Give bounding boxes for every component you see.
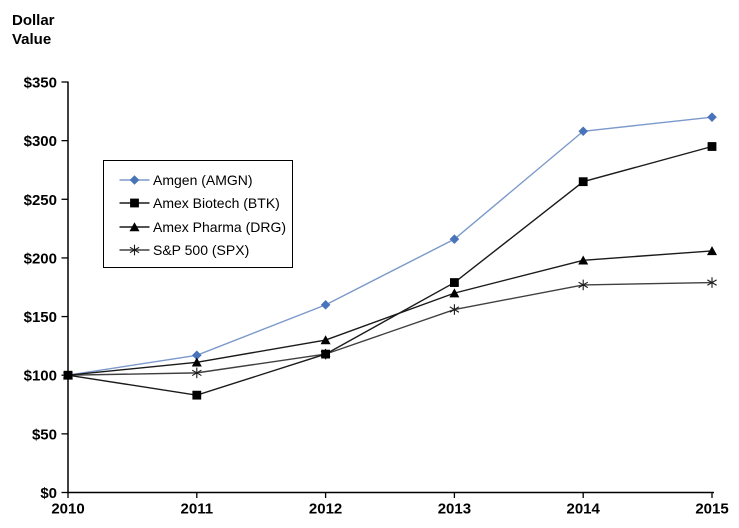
amgen-diamond-marker-icon [119, 175, 150, 185]
y-axis-title-line1: Dollar [12, 12, 55, 29]
data-point-btk [63, 370, 73, 380]
amex-pharma-triangle-marker-icon [119, 221, 150, 231]
data-point-spx [707, 277, 717, 288]
legend-item-amex-pharma: Amex Pharma (DRG) [119, 219, 292, 235]
legend-label-amex-pharma: Amex Pharma (DRG) [153, 218, 287, 235]
data-point-drg [320, 335, 331, 345]
y-tick-label: $200 [24, 250, 57, 267]
asterisk-spoke [191, 369, 202, 377]
legend-label-amex-biotech: Amex Biotech (BTK) [153, 195, 280, 212]
asterisk-spoke [707, 279, 717, 286]
legend-item-sp500: S&P 500 (SPX) [119, 242, 292, 258]
legend-marker-btk [130, 198, 139, 208]
legend-marker-drg [129, 221, 140, 231]
data-point-drg [707, 246, 717, 256]
series-line-amgn [67, 116, 713, 376]
data-point-amgn [578, 126, 588, 137]
data-point-btk [321, 349, 330, 359]
x-tick-label: 2010 [51, 501, 84, 518]
y-tick-label: $100 [24, 368, 57, 385]
x-tick-label: 2015 [695, 501, 728, 518]
asterisk-spoke [129, 246, 140, 253]
data-point-amgn [192, 350, 202, 361]
legend-marker-spx [129, 244, 140, 256]
legend-item-amgen: Amgen (AMGN) [119, 172, 292, 188]
series-line-spx [67, 281, 713, 376]
y-tick-label: $150 [24, 309, 57, 326]
data-point-drg [578, 255, 589, 265]
data-point-btk [707, 142, 717, 151]
data-point-amgn [707, 112, 717, 122]
data-point-amgn [449, 234, 460, 244]
legend-marker-amgn [129, 175, 140, 185]
data-point-btk [578, 177, 588, 187]
y-tick-label: $0 [40, 485, 57, 502]
y-tick-label: $300 [24, 133, 57, 150]
y-tick-label: $350 [24, 75, 57, 92]
y-axis-title-line2: Value [12, 31, 52, 48]
amex-biotech-square-marker-icon [119, 198, 150, 208]
sp500-asterisk-marker-icon [119, 244, 150, 256]
data-point-btk [450, 278, 459, 287]
x-tick-label: 2011 [181, 501, 214, 518]
x-tick-label: 2012 [309, 501, 342, 518]
asterisk-spoke [449, 306, 460, 313]
data-point-spx [578, 279, 589, 291]
x-tick-label: 2013 [438, 501, 471, 518]
data-point-btk [192, 390, 202, 400]
legend-label-amgen: Amgen (AMGN) [153, 172, 253, 189]
series-line-btk [67, 145, 713, 396]
y-tick-label: $250 [24, 192, 57, 209]
data-point-spx [191, 367, 202, 379]
data-point-spx [449, 304, 460, 315]
x-tick-label: 2014 [567, 501, 601, 518]
asterisk-spoke [578, 281, 589, 289]
data-point-drg [449, 288, 460, 298]
axes-line [67, 81, 714, 494]
y-tick-label: $50 [32, 426, 57, 443]
chart-legend: Amgen (AMGN) Amex Biotech (BTK) Amex Pha… [103, 160, 293, 268]
legend-item-amex-biotech: Amex Biotech (BTK) [119, 195, 292, 211]
legend-label-sp500: S&P 500 (SPX) [153, 241, 250, 258]
series-line-drg [67, 250, 713, 376]
y-axis-title: Dollar Value [12, 11, 55, 49]
data-point-drg [191, 357, 202, 367]
data-point-amgn [320, 300, 331, 310]
